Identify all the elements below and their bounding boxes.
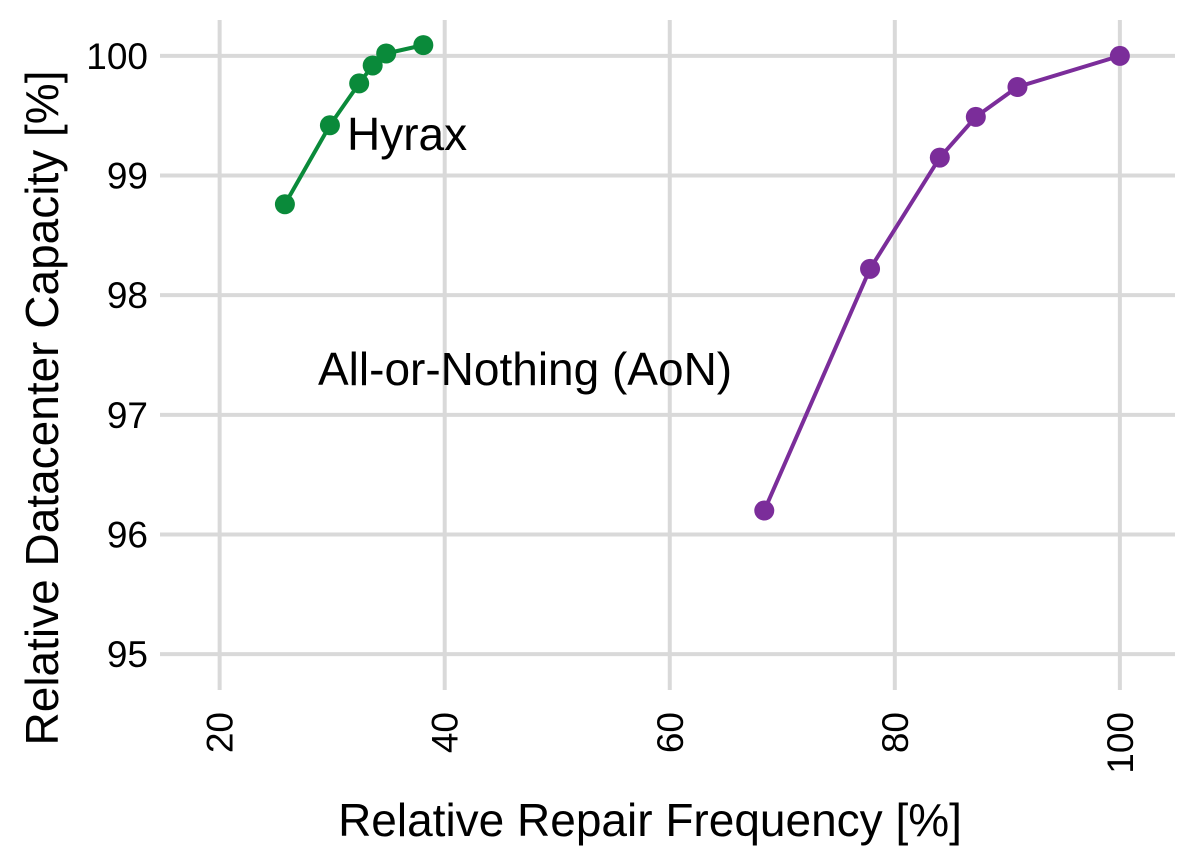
series-line	[762, 53, 1121, 512]
data-point	[929, 147, 950, 168]
y-tick-label: 95	[107, 634, 148, 675]
y-tick-label: 100	[86, 36, 148, 77]
data-point	[1007, 77, 1028, 97]
data-point	[362, 55, 383, 76]
series-label: Hyrax	[347, 108, 467, 160]
data-point	[376, 43, 397, 64]
data-point	[413, 35, 434, 56]
y-tick-label: 97	[107, 395, 148, 436]
x-tick-label: 80	[875, 712, 916, 753]
y-tick-label: 96	[107, 514, 148, 555]
x-tick-label: 100	[1100, 712, 1141, 774]
y-tick-label: 99	[107, 156, 148, 197]
data-point	[754, 500, 775, 521]
data-point	[319, 115, 340, 136]
data-point	[965, 106, 986, 127]
x-tick-label: 60	[650, 712, 691, 753]
data-point	[1109, 45, 1130, 66]
data-point	[274, 194, 295, 215]
y-tick-label: 98	[107, 275, 148, 316]
data-point	[860, 258, 881, 279]
x-axis-title: Relative Repair Frequency [%]	[338, 794, 962, 846]
series-label: All-or-Nothing (AoN)	[318, 343, 732, 395]
data-point	[349, 73, 370, 94]
x-tick-label: 20	[200, 712, 241, 753]
x-tick-label: 40	[425, 712, 466, 753]
y-axis-title: Relative Datacenter Capacity [%]	[16, 71, 68, 746]
